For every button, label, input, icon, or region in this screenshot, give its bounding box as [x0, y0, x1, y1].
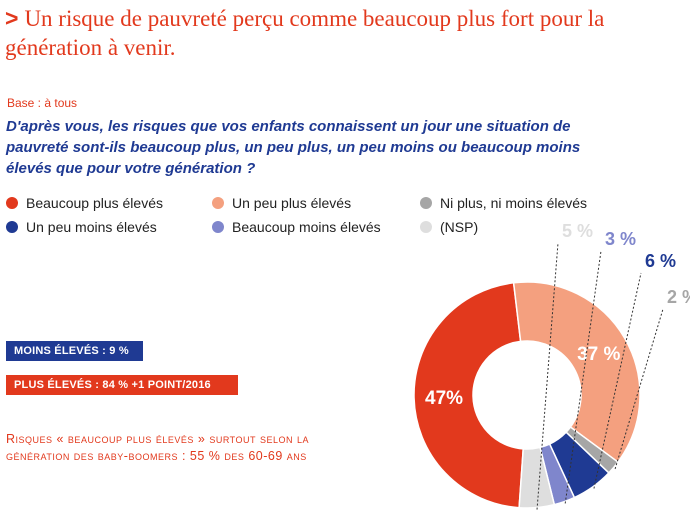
- legend-label: Un peu moins élevés: [26, 219, 157, 235]
- baby-boomers-note: Risques « beaucoup plus élevés » surtout…: [6, 432, 309, 463]
- page-title: > Un risque de pauvreté perçu comme beauc…: [5, 4, 645, 62]
- legend-swatch: [420, 221, 432, 233]
- leader-line: [536, 242, 559, 510]
- donut-data-label: 37 %: [577, 344, 620, 365]
- chevron-right-icon: >: [5, 5, 19, 31]
- donut-chart: 47% 37 % 2 % 6 % 3 % 5 %: [413, 221, 690, 510]
- donut-slice: [512, 281, 641, 464]
- legend-item-nsp: (NSP): [420, 219, 478, 235]
- donut-data-label: 3 %: [605, 229, 636, 249]
- donut-slice: [518, 446, 556, 509]
- donut-data-label: 47%: [425, 388, 463, 409]
- legend-item-un-peu-moins: Un peu moins élevés: [6, 219, 157, 235]
- legend-swatch: [212, 221, 224, 233]
- legend-swatch: [6, 221, 18, 233]
- legend-swatch: [6, 197, 18, 209]
- legend-label: Un peu plus élevés: [232, 195, 352, 211]
- legend-swatch: [420, 197, 432, 209]
- base-label: Base : à tous: [7, 96, 78, 110]
- legend-item-beaucoup-plus: Beaucoup plus élevés: [6, 195, 163, 211]
- plus-eleves-badge: PLUS ÉLEVÉS : 84 % +1 POINT/2016: [6, 375, 238, 395]
- legend-item-ni-plus-ni-moins: Ni plus, ni moins élevés: [420, 195, 587, 211]
- leader-line: [564, 250, 602, 504]
- leader-line: [593, 272, 642, 489]
- legend-label: Beaucoup plus élevés: [26, 195, 163, 211]
- legend-label: Beaucoup moins élevés: [232, 219, 381, 235]
- donut-data-label: 6 %: [645, 251, 676, 271]
- legend-item-beaucoup-moins: Beaucoup moins élevés: [212, 219, 381, 235]
- legend-label: Ni plus, ni moins élevés: [440, 195, 588, 211]
- survey-question: D'après vous, les risques que vos enfant…: [6, 118, 581, 177]
- legend-item-un-peu-plus: Un peu plus élevés: [212, 195, 351, 211]
- donut-data-label: 2 %: [667, 287, 690, 307]
- donut-slice: [413, 281, 525, 509]
- legend-swatch: [212, 197, 224, 209]
- legend-label: (NSP): [440, 219, 479, 235]
- donut-data-label: 5 %: [562, 221, 593, 241]
- moins-eleves-badge: MOINS ÉLEVÉS : 9 %: [6, 341, 143, 361]
- page-title-text: Un risque de pauvreté perçu comme beauco…: [5, 6, 605, 60]
